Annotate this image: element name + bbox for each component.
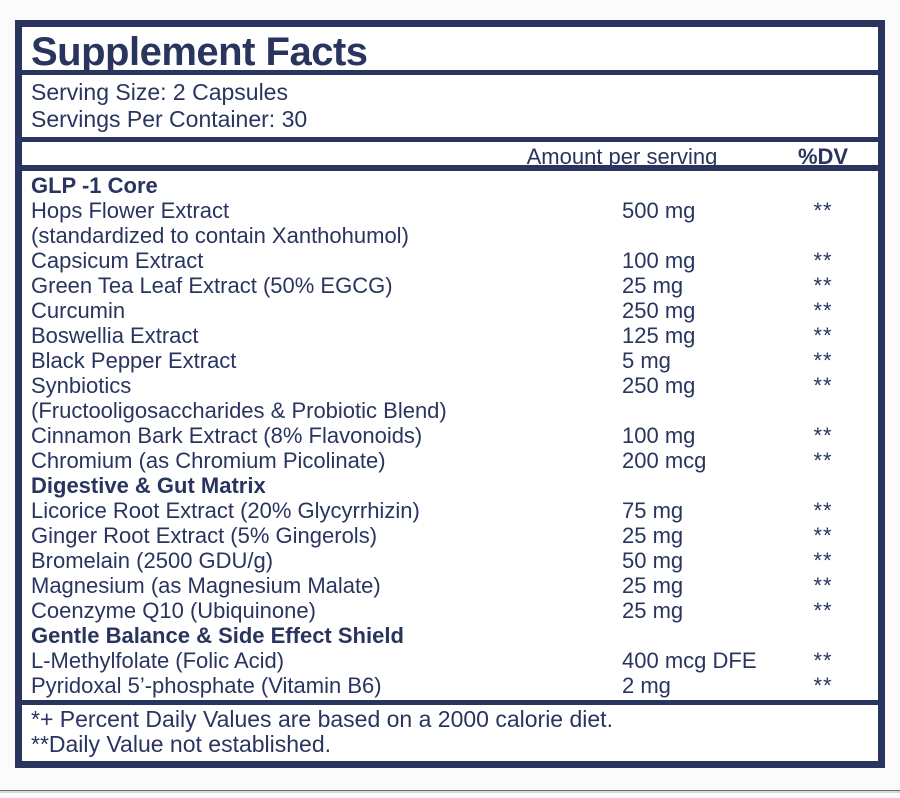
ingredient-amount: 25 mg xyxy=(622,573,684,598)
footnote-daily-values: *+ Percent Daily Values are based on a 2… xyxy=(31,706,613,732)
ingredient-name: Curcumin xyxy=(31,298,126,323)
ingredient-amount: 100 mg xyxy=(622,423,696,448)
ingredient-amount: 500 mg xyxy=(622,198,696,223)
ingredient-row: Boswellia Extract 125 mg ** xyxy=(22,323,878,348)
ingredient-row: Black Pepper Extract 5 mg ** xyxy=(22,348,878,373)
ingredient-row: Licorice Root Extract (20% Glycyrrhizin)… xyxy=(22,498,878,523)
ingredient-dv: ** xyxy=(813,373,833,398)
ingredient-dv: ** xyxy=(813,323,833,348)
serving-info: Serving Size: 2 Capsules Servings Per Co… xyxy=(22,75,878,142)
ingredient-row: Capsicum Extract 100 mg ** xyxy=(22,248,878,273)
ingredient-dv: ** xyxy=(813,648,833,673)
ingredient-name: Pyridoxal 5’-phosphate (Vitamin B6) xyxy=(31,673,382,698)
ingredient-amount: 25 mg xyxy=(622,523,684,548)
footnote-not-established: **Daily Value not established. xyxy=(31,731,332,757)
ingredient-name: Licorice Root Extract (20% Glycyrrhizin) xyxy=(31,498,420,523)
ingredient-row: Hops Flower Extract 500 mg ** xyxy=(22,198,878,223)
ingredient-dv: ** xyxy=(813,423,833,448)
ingredient-name: Hops Flower Extract xyxy=(31,198,230,223)
ingredient-dv: ** xyxy=(813,248,833,273)
section-row: GLP -1 Core xyxy=(22,173,878,198)
section-row: Digestive & Gut Matrix xyxy=(22,473,878,498)
ingredient-name: Capsicum Extract xyxy=(31,248,204,273)
ingredient-name: Coenzyme Q10 (Ubiquinone) xyxy=(31,598,316,623)
ingredient-amount: 100 mg xyxy=(622,248,696,273)
footnotes: *+ Percent Daily Values are based on a 2… xyxy=(22,700,878,761)
supplement-facts-title: Supplement Facts xyxy=(22,27,878,75)
ingredient-row: L-Methylfolate (Folic Acid) 400 mcg DFE … xyxy=(22,648,878,673)
ingredient-amount: 125 mg xyxy=(622,323,696,348)
page-bottom-divider xyxy=(0,790,900,793)
ingredient-row: Cinnamon Bark Extract (8% Flavonoids) 10… xyxy=(22,423,878,448)
ingredient-row: Chromium (as Chromium Picolinate) 200 mc… xyxy=(22,448,878,473)
ingredient-dv: ** xyxy=(813,573,833,598)
ingredient-dv: ** xyxy=(813,598,833,623)
servings-per-container-line: Servings Per Container: 30 xyxy=(31,106,308,132)
ingredient-dv: ** xyxy=(813,523,833,548)
ingredient-dv: ** xyxy=(813,348,833,373)
ingredient-dv: ** xyxy=(813,673,833,698)
ingredient-name: Black Pepper Extract xyxy=(31,348,237,373)
ingredient-row: Bromelain (2500 GDU/g) 50 mg ** xyxy=(22,548,878,573)
section-name: Gentle Balance & Side Effect Shield xyxy=(31,623,404,648)
ingredient-row: Green Tea Leaf Extract (50% EGCG) 25 mg … xyxy=(22,273,878,298)
ingredient-name: Synbiotics xyxy=(31,373,132,398)
ingredient-name: Cinnamon Bark Extract (8% Flavonoids) xyxy=(31,423,423,448)
ingredient-name: Bromelain (2500 GDU/g) xyxy=(31,548,274,573)
ingredient-amount: 5 mg xyxy=(622,348,671,373)
ingredient-amount: 25 mg xyxy=(622,598,684,623)
ingredient-dv: ** xyxy=(813,498,833,523)
ingredient-amount: 400 mcg DFE xyxy=(622,648,757,673)
ingredient-name: Magnesium (as Magnesium Malate) xyxy=(31,573,381,598)
ingredient-name: Boswellia Extract xyxy=(31,323,199,348)
ingredient-name: Green Tea Leaf Extract (50% EGCG) xyxy=(31,273,393,298)
amount-per-serving-header: Amount per serving xyxy=(526,144,718,169)
ingredient-dv: ** xyxy=(813,273,833,298)
ingredient-name: Chromium (as Chromium Picolinate) xyxy=(31,448,386,473)
ingredient-amount: 200 mcg xyxy=(622,448,707,473)
ingredient-row: Pyridoxal 5’-phosphate (Vitamin B6) 2 mg… xyxy=(22,673,878,698)
ingredient-row: (Fructooligosaccharides & Probiotic Blen… xyxy=(22,398,878,423)
ingredient-dv: ** xyxy=(813,298,833,323)
ingredient-amount: 75 mg xyxy=(622,498,684,523)
columns-header-row: Amount per serving %DV xyxy=(22,142,878,171)
ingredient-row: (standardized to contain Xanthohumol) xyxy=(22,223,878,248)
percent-dv-header: %DV xyxy=(797,144,849,169)
ingredient-dv: ** xyxy=(813,448,833,473)
ingredient-amount: 250 mg xyxy=(622,373,696,398)
supplement-facts-panel: Supplement Facts Serving Size: 2 Capsule… xyxy=(15,20,885,768)
ingredient-name: L-Methylfolate (Folic Acid) xyxy=(31,648,285,673)
ingredient-row: Synbiotics 250 mg ** xyxy=(22,373,878,398)
section-name: GLP -1 Core xyxy=(31,173,158,198)
ingredient-amount: 50 mg xyxy=(622,548,684,573)
serving-size-line: Serving Size: 2 Capsules xyxy=(31,79,288,105)
section-row: Gentle Balance & Side Effect Shield xyxy=(22,623,878,648)
ingredient-dv: ** xyxy=(813,198,833,223)
ingredient-row: Coenzyme Q10 (Ubiquinone) 25 mg ** xyxy=(22,598,878,623)
ingredient-table: GLP -1 Core Hops Flower Extract 500 mg *… xyxy=(22,171,878,700)
ingredient-name: Ginger Root Extract (5% Gingerols) xyxy=(31,523,378,548)
ingredient-row: Magnesium (as Magnesium Malate) 25 mg ** xyxy=(22,573,878,598)
ingredient-row: Curcumin 250 mg ** xyxy=(22,298,878,323)
ingredient-row: Ginger Root Extract (5% Gingerols) 25 mg… xyxy=(22,523,878,548)
ingredient-dv: ** xyxy=(813,548,833,573)
ingredient-name: (standardized to contain Xanthohumol) xyxy=(31,223,409,248)
ingredient-amount: 2 mg xyxy=(622,673,671,698)
ingredient-amount: 250 mg xyxy=(622,298,696,323)
section-name: Digestive & Gut Matrix xyxy=(31,473,266,498)
ingredient-amount: 25 mg xyxy=(622,273,684,298)
ingredient-name: (Fructooligosaccharides & Probiotic Blen… xyxy=(31,398,447,423)
